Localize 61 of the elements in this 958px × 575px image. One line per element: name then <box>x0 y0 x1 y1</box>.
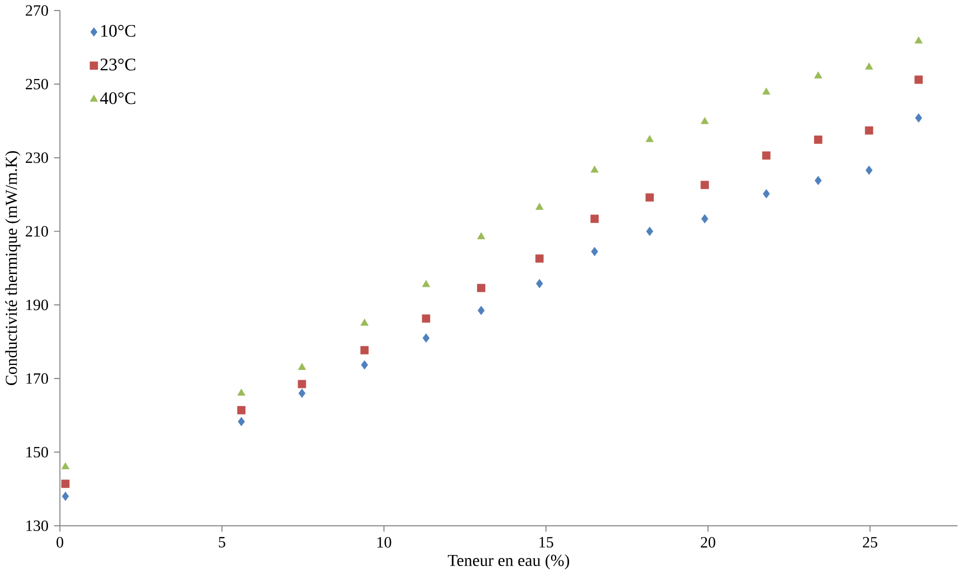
y-tick-label: 150 <box>26 447 48 458</box>
point <box>298 380 306 388</box>
point <box>478 306 485 316</box>
point <box>865 62 874 70</box>
point <box>536 279 543 288</box>
point <box>62 492 69 502</box>
x-tick-label: 5 <box>218 537 226 548</box>
point <box>361 360 368 370</box>
point <box>864 126 874 135</box>
point <box>237 406 246 414</box>
point <box>535 202 544 210</box>
point <box>298 388 306 398</box>
point <box>298 363 306 370</box>
legend-label: 40°C <box>100 92 136 104</box>
legend-label: 10°C <box>101 25 136 37</box>
x-tick-label: 15 <box>540 537 554 548</box>
point <box>814 176 822 186</box>
point <box>762 88 770 95</box>
point <box>591 247 598 256</box>
point <box>814 72 822 79</box>
point <box>701 214 708 224</box>
point <box>237 388 246 396</box>
point <box>646 226 654 236</box>
point <box>61 462 70 470</box>
point <box>477 284 486 292</box>
point <box>762 189 770 199</box>
point <box>914 36 923 44</box>
y-axis-title: Conductivité thermique (mW/m.K) <box>5 151 20 386</box>
y-tick-label: 170 <box>26 373 48 384</box>
point <box>700 117 709 124</box>
point <box>477 232 486 240</box>
point <box>360 318 369 326</box>
point <box>762 152 770 160</box>
point <box>535 254 544 263</box>
point <box>915 114 922 123</box>
point <box>700 181 709 190</box>
point <box>61 480 70 488</box>
y-tick-label: 250 <box>26 78 48 90</box>
x-tick-label: 0 <box>56 537 64 548</box>
point <box>814 136 822 144</box>
point <box>646 135 654 142</box>
legend-label: 23°C <box>100 58 136 71</box>
y-tick-label: 210 <box>26 226 48 237</box>
point <box>422 314 430 323</box>
point <box>914 76 923 84</box>
point <box>422 334 430 343</box>
point <box>646 194 654 202</box>
point <box>360 346 369 354</box>
y-tick-label: 130 <box>26 520 48 532</box>
x-axis-title: Teneur en eau (%) <box>448 554 570 570</box>
y-tick-label: 190 <box>26 300 48 310</box>
x-tick-label: 25 <box>862 537 878 548</box>
point <box>590 214 599 224</box>
point <box>238 417 245 426</box>
point <box>590 166 599 173</box>
x-tick-label: 10 <box>378 537 392 548</box>
y-tick-label: 230 <box>26 152 48 164</box>
y-tick-label: 270 <box>26 5 48 16</box>
point <box>866 166 873 175</box>
point <box>422 280 430 288</box>
x-tick-label: 20 <box>700 537 716 548</box>
